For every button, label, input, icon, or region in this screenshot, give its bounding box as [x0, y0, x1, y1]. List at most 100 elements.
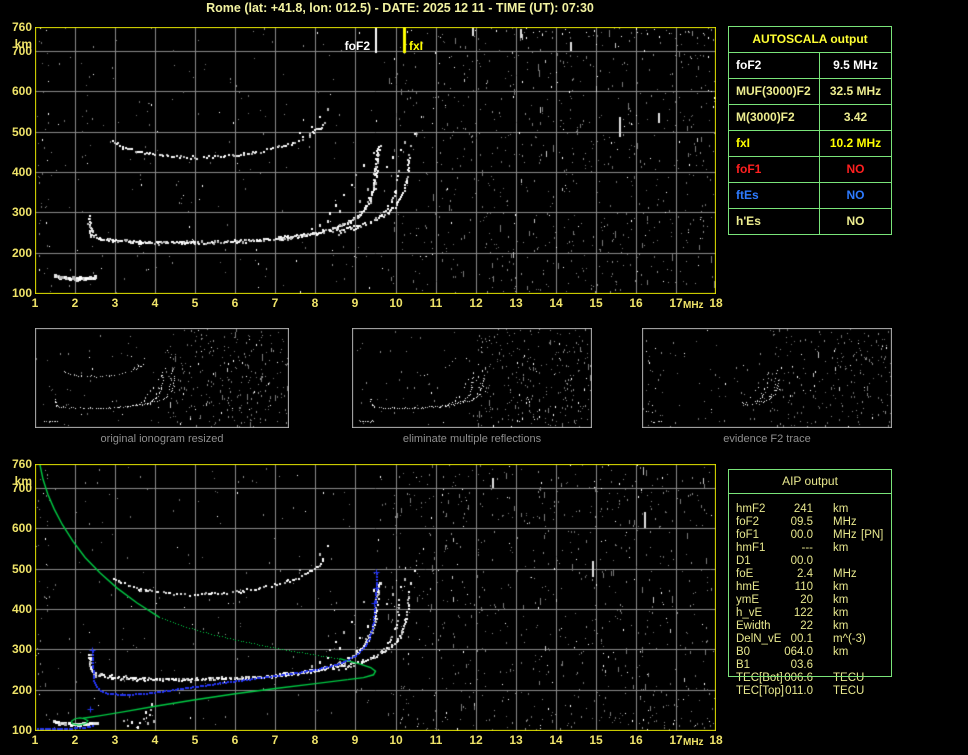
foF2-marker-label: foF2	[344, 39, 370, 53]
x-tick-label: 5	[191, 296, 199, 310]
aip-unit: km	[833, 646, 849, 658]
bottom-ionogram-canvas	[35, 464, 716, 731]
x-tick-label: 9	[351, 296, 359, 310]
aip-param: hmF1	[736, 542, 766, 554]
x-tick-label: 4	[151, 296, 159, 310]
aip-param: hmF2	[736, 503, 766, 515]
x-tick-label: 8	[311, 733, 319, 747]
aip-row: B1 03.6	[736, 659, 890, 672]
autoscala-row: foF1 NO	[728, 156, 892, 183]
top-ionogram-canvas	[35, 27, 716, 294]
aip-value: 241	[793, 503, 813, 515]
thumbnail-caption-3: evidence F2 trace	[723, 433, 811, 445]
y-tick-label: 600	[11, 521, 32, 535]
y-tick-label: 200	[11, 246, 32, 260]
aip-param: TEC[Top]	[736, 685, 784, 697]
autoscala-output-rows: foF2 9.5 MHz MUF(3000)F2 32.5 MHz M(3000)F2 3…	[728, 52, 892, 235]
aip-value: 122	[793, 607, 813, 619]
aip-value: 011.0	[785, 685, 813, 697]
aip-row: DelN_vE 00.1 m^(-3)	[736, 633, 890, 646]
autoscala-output-title: AUTOSCALA output	[728, 26, 892, 53]
aip-value: 09.5	[790, 516, 813, 528]
autoscala-param: ftEs	[729, 183, 820, 208]
aip-unit: TECU	[833, 672, 865, 684]
autoscala-param: h'Es	[729, 209, 820, 234]
autoscala-param: foF1	[729, 157, 820, 182]
x-tick-label: 12	[469, 733, 483, 747]
x-tick-label: 11	[429, 296, 443, 310]
aip-value: 064.0	[784, 646, 813, 658]
autoscala-row: MUF(3000)F2 32.5 MHz	[728, 78, 892, 105]
aip-unit: km	[833, 503, 849, 515]
x-axis-unit-label: MHz	[683, 737, 704, 748]
y-tick-label: 300	[11, 642, 32, 656]
x-tick-label: 7	[271, 296, 279, 310]
aip-param: h_vE	[736, 607, 763, 619]
aip-unit: MHz	[833, 568, 857, 580]
aip-unit: km	[833, 620, 849, 632]
autoscala-value: NO	[846, 214, 865, 228]
x-tick-label: 2	[71, 733, 79, 747]
aip-row: h_vE 122 km	[736, 607, 890, 620]
y-tick-label: 200	[11, 683, 32, 697]
x-tick-label: 9	[351, 733, 359, 747]
aip-value: 22	[800, 620, 813, 632]
aip-output-title: AIP output	[782, 474, 838, 488]
x-tick-label: 6	[231, 733, 239, 747]
autoscala-value: 10.2 MHz	[829, 136, 882, 150]
autoscala-param: fxI	[729, 131, 820, 156]
aip-unit: km	[833, 542, 849, 554]
autoscala-value: NO	[846, 188, 865, 202]
aip-param: B0	[736, 646, 751, 658]
aip-value: 03.6	[790, 659, 813, 671]
aip-row: hmF2 241 km	[736, 503, 890, 516]
autoscala-param: M(3000)F2	[729, 105, 820, 130]
y-axis-unit-label: km	[14, 37, 32, 51]
x-tick-label: 15	[589, 296, 603, 310]
autoscala-param: foF2	[729, 53, 820, 78]
x-tick-label: 14	[549, 733, 563, 747]
y-tick-label: 400	[11, 602, 32, 616]
aip-value: 110	[794, 581, 813, 593]
x-tick-label: 13	[509, 733, 523, 747]
autoscala-value: 3.42	[843, 110, 868, 124]
autoscala-row: ftEs NO	[728, 182, 892, 209]
aip-param: foF2	[736, 516, 760, 528]
x-tick-label: 10	[389, 296, 403, 310]
aip-param: foF1	[736, 529, 760, 541]
x-tick-label: 16	[629, 733, 643, 747]
aip-value: 00.0	[790, 555, 813, 567]
thumbnail-caption-2: eliminate multiple reflections	[402, 433, 542, 445]
y-tick-label: 700	[11, 44, 32, 58]
x-tick-label: 18	[709, 733, 723, 747]
x-tick-label: 17	[669, 733, 683, 747]
x-tick-label: 6	[231, 296, 239, 310]
y-axis-unit-label: km	[14, 474, 32, 488]
aip-row: Ewidth 22 km	[736, 620, 890, 633]
y-tick-label: 300	[11, 205, 32, 219]
x-tick-label: 17	[669, 296, 683, 310]
autoscala-row: M(3000)F2 3.42	[728, 104, 892, 131]
aip-unit: km	[833, 594, 849, 606]
x-tick-label: 12	[469, 296, 483, 310]
x-tick-label: 2	[71, 296, 79, 310]
aip-unit: m^(-3)	[833, 633, 866, 645]
aip-value: 006.6	[784, 672, 813, 684]
aip-output-divider	[729, 493, 891, 494]
x-tick-label: 7	[271, 733, 279, 747]
x-tick-label: 5	[191, 733, 199, 747]
y-tick-label: 400	[11, 165, 32, 179]
aip-param: Ewidth	[736, 620, 771, 632]
aip-row: hmF1 --- km	[736, 542, 890, 555]
fxI-marker-label: fxI	[409, 39, 424, 53]
aip-value: ---	[801, 542, 814, 554]
x-tick-label: 10	[389, 733, 403, 747]
y-tick-label: 500	[11, 125, 32, 139]
x-tick-label: 3	[111, 733, 119, 747]
aip-param: foE	[736, 568, 754, 580]
aip-row: B0 064.0 km	[736, 646, 890, 659]
y-tick-label: 760	[11, 20, 32, 34]
aip-param: TEC[Bot]	[736, 672, 783, 684]
x-tick-label: 1	[31, 733, 39, 747]
